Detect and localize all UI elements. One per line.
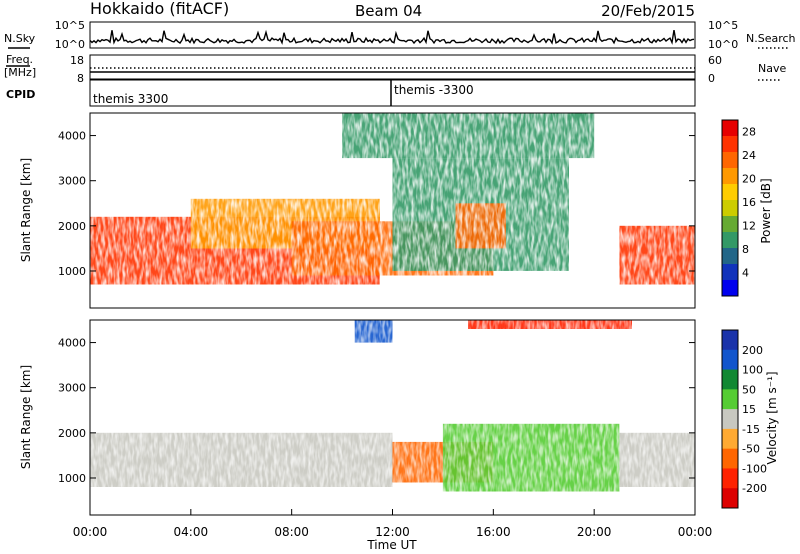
- power-colorbar-tick-2: 24: [742, 149, 756, 162]
- power-colorbar-swatch-8: [722, 232, 738, 249]
- power-y-axis: 4000 3000 2000 1000: [58, 130, 695, 278]
- x-axis-label: Time UT: [366, 538, 417, 552]
- velocity-colorbar-tick-7: -100: [742, 462, 767, 475]
- freq-panel: [89, 54, 696, 80]
- nsky-tick-bottom: 10^0: [55, 38, 85, 51]
- power-ytick-label-1: 4000: [58, 130, 86, 143]
- velocity-colorbar-swatch-6: [722, 428, 738, 450]
- velocity-colorbar-swatch-3: [722, 369, 738, 390]
- velocity-colorbar-swatch-4: [722, 389, 738, 410]
- power-colorbar-swatch-9: [722, 248, 738, 265]
- nsearch-label: N.Search: [746, 32, 796, 45]
- freq-tick-bottom: 8: [77, 72, 84, 85]
- power-colorbar-tick-3: 20: [742, 173, 756, 186]
- power-colorbar-swatch-6: [722, 200, 738, 217]
- velocity-colorbar: 200 100 50 15 -15 -50 -100 -200: [721, 329, 767, 509]
- velocity-colorbar-swatch-1: [722, 330, 738, 351]
- velocity-ylabel: Slant Range [km]: [19, 365, 33, 469]
- nave-tick-bottom: 0: [708, 72, 715, 85]
- xtick-label-7: 00:00: [678, 525, 713, 539]
- power-colorbar-tick-1: 28: [742, 126, 756, 139]
- power-colorbar-frame: [721, 119, 739, 297]
- cpid-segment-1: themis 3300: [93, 92, 168, 106]
- power-colorbar-swatch-5: [722, 184, 738, 201]
- velocity-colorbar-tick-3: 50: [742, 383, 756, 396]
- power-colorbar-swatch-11: [722, 280, 738, 297]
- velocity-colorbar-swatch-9: [722, 488, 738, 509]
- xtick-label-6: 20:00: [577, 525, 612, 539]
- nave-tick-top: 60: [708, 54, 722, 67]
- velocity-ytick-label-4: 1000: [58, 472, 86, 485]
- xtick-label-3: 08:00: [274, 525, 309, 539]
- velocity-colorbar-swatch-7: [722, 448, 738, 469]
- velocity-colorbar-tick-5: -15: [742, 423, 760, 436]
- power-colorbar-label: Power [dB]: [759, 178, 773, 243]
- date-title: 20/Feb/2015: [601, 2, 695, 20]
- power-ytick-label-3: 2000: [58, 220, 86, 233]
- power-colorbar-tick-7: 4: [742, 267, 749, 280]
- station-title: Hokkaido (fitACF): [90, 0, 229, 18]
- power-panel-frame: [89, 112, 696, 309]
- velocity-colorbar-label: Velocity [m s⁻¹]: [765, 371, 779, 464]
- power-colorbar-swatch-4: [722, 168, 738, 185]
- velocity-colorbar-swatch-2: [722, 349, 738, 371]
- cpid-panel: [89, 79, 696, 107]
- xtick-label-1: 00:00: [73, 525, 108, 539]
- velocity-colorbar-tick-1: 200: [742, 344, 763, 357]
- cpid-label: CPID: [6, 88, 35, 101]
- power-colorbar-tick-5: 12: [742, 220, 756, 233]
- velocity-colorbar-swatch-8: [722, 468, 738, 489]
- nsky-tick-top: 10^5: [55, 19, 85, 32]
- freq-unit: [MHz]: [4, 66, 36, 79]
- power-colorbar-swatch-1: [722, 120, 738, 137]
- power-colorbar-swatch-2: [722, 136, 738, 153]
- freq-tick-top: 18: [70, 54, 84, 67]
- nsearch-tick-top: 10^5: [708, 19, 738, 32]
- power-ytick-label-4: 1000: [58, 265, 86, 278]
- velocity-colorbar-tick-8: -200: [742, 482, 767, 495]
- velocity-panel-texture: [90, 320, 695, 515]
- nsearch-tick-bottom: 10^0: [708, 38, 738, 51]
- power-colorbar-swatch-10: [722, 264, 738, 281]
- freq-label: Freq.: [6, 53, 33, 66]
- velocity-colorbar-tick-6: -50: [742, 443, 760, 456]
- power-colorbar-tick-6: 8: [742, 243, 749, 256]
- velocity-colorbar-tick-2: 100: [742, 364, 763, 377]
- nsky-panel: [89, 21, 696, 49]
- velocity-ytick-label-2: 3000: [58, 382, 86, 395]
- power-colorbar-swatch-3: [722, 152, 738, 169]
- nsky-label: N.Sky: [4, 32, 36, 45]
- power-ylabel: Slant Range [km]: [19, 158, 33, 262]
- xtick-label-5: 16:00: [476, 525, 511, 539]
- xtick-label-4: 12:00: [375, 525, 410, 539]
- x-axis: 00:00 04:00 08:00 12:00 16:00 20:00 00:00: [73, 509, 713, 539]
- velocity-colorbar-tick-4: 15: [742, 403, 756, 416]
- nave-label: Nave: [758, 62, 786, 75]
- power-ytick-label-2: 3000: [58, 175, 86, 188]
- velocity-ytick-label-3: 2000: [58, 427, 86, 440]
- velocity-colorbar-frame: [721, 329, 739, 509]
- nsky-line: [89, 29, 695, 45]
- power-colorbar-swatch-7: [722, 216, 738, 233]
- velocity-y-axis: 4000 3000 2000 1000: [58, 337, 695, 485]
- power-panel-texture: [90, 113, 695, 308]
- cpid-segment-2: themis -3300: [394, 83, 474, 97]
- velocity-colorbar-swatch-5: [722, 409, 738, 430]
- velocity-ytick-label-1: 4000: [58, 337, 86, 350]
- xtick-label-2: 04:00: [174, 525, 209, 539]
- beam-title: Beam 04: [355, 2, 422, 20]
- power-colorbar-tick-4: 16: [742, 196, 756, 209]
- power-colorbar: 28 24 20 16 12 8 4: [721, 119, 756, 297]
